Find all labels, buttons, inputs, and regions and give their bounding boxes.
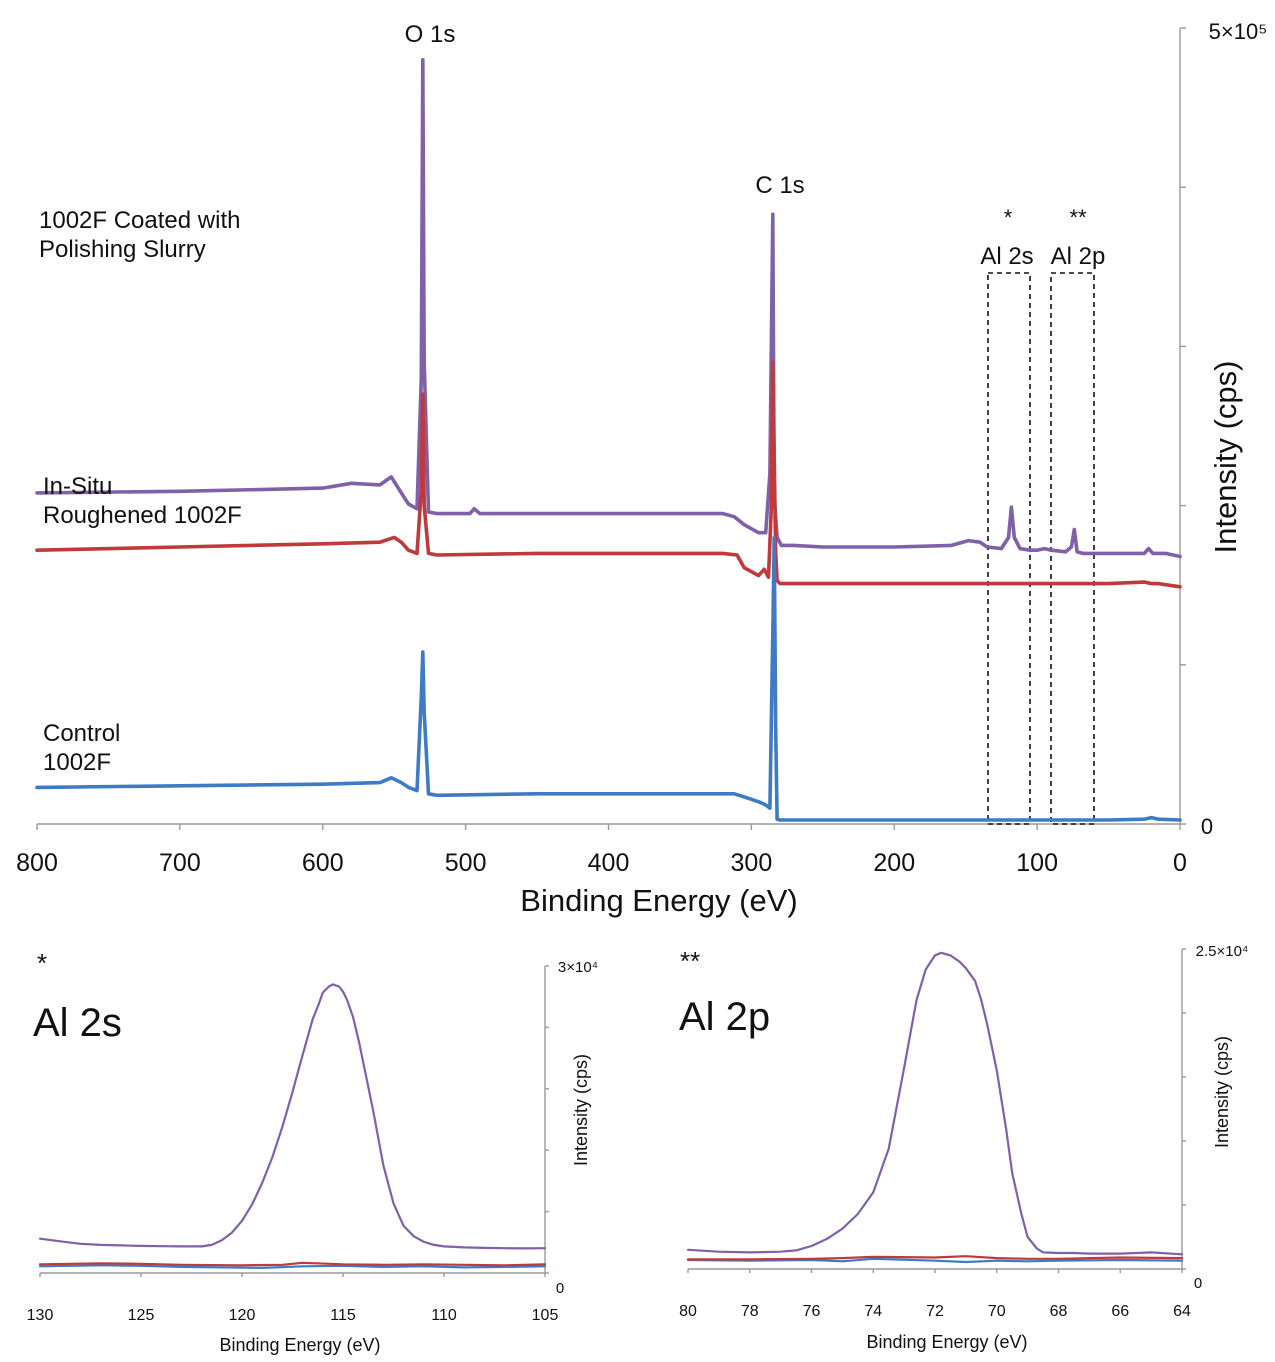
p2s-x-tick-label: 105 [532,1307,559,1324]
al-2s-y-axis-label: Intensity (cps) [571,1054,591,1166]
al-2p-control-line [686,1257,1184,1264]
al-2p-y-axis-label: Intensity (cps) [1212,1036,1232,1148]
peak-label-al2p-marker: ** [1069,205,1087,230]
al-2s-marker: * [37,948,47,978]
survey-x-ticks: 800 700 600 500 400 300 200 100 0 [16,824,1187,877]
al-2p-region-box [1050,272,1095,825]
p2s-x-tick-label: 110 [431,1307,457,1324]
survey-x-tick-label: 500 [445,849,487,877]
peak-label-al2p: Al 2p [1051,243,1106,270]
series-label-roughened-line2: Roughened 1002F [43,502,242,529]
al-2p-detail-panel: 80 78 76 74 72 70 68 66 64 ** Al 2p 2.5×10⁴ 0 Bi… [679,943,1248,1352]
series-label-control-line1: Control [43,720,120,747]
p2p-x-tick-label: 80 [679,1303,697,1320]
al-2s-y-tick-bottom: 0 [556,1280,564,1297]
al-2s-x-axis-label: Binding Energy (eV) [219,1335,380,1355]
al-2p-marker: ** [680,946,700,976]
al-2s-detail-panel: 130 125 120 115 110 105 * Al 2s 3×10⁴ 0 Bindi… [27,948,598,1355]
series-label-roughened-line1: In-Situ [43,473,112,500]
al-2s-ticks: 130 125 120 115 110 105 [27,965,559,1324]
survey-x-axis-label: Binding Energy (eV) [520,883,797,918]
survey-series-control-line [35,535,1182,822]
p2p-x-tick-label: 64 [1173,1303,1191,1320]
survey-x-tick-label: 200 [873,849,915,877]
peak-label-al2s-marker: * [1004,205,1013,230]
survey-y-axis-label: Intensity (cps) [1208,361,1243,554]
survey-y-ticks [1180,27,1186,825]
p2p-x-tick-label: 66 [1111,1303,1129,1320]
series-label-coated-line2: Polishing Slurry [39,236,206,263]
al-2s-roughened-line [38,1261,547,1267]
al-2p-roughened-line [686,1255,1184,1261]
al-2p-ticks: 80 78 76 74 72 70 68 66 64 [679,948,1191,1320]
survey-spectrum-panel: 800 700 600 500 400 300 200 100 0 5×10⁵ 0 Bindin… [16,19,1267,918]
series-label-control-line2: 1002F [43,749,111,776]
p2s-x-tick-label: 120 [229,1307,256,1324]
al-2s-control-line [38,1264,547,1270]
al-2s-coated-line [38,983,547,1250]
series-label-coated-line1: 1002F Coated with [39,207,240,234]
p2p-x-tick-label: 74 [864,1303,882,1320]
survey-y-tick-bottom: 0 [1201,814,1213,839]
p2p-x-tick-label: 72 [926,1303,944,1320]
al-2p-x-axis-label: Binding Energy (eV) [866,1332,1027,1352]
p2s-x-tick-label: 130 [27,1307,54,1324]
al-2s-y-tick-top: 3×10⁴ [558,959,598,976]
p2p-x-tick-label: 70 [988,1303,1006,1320]
al-2p-coated-line [686,951,1184,1256]
al-2p-title: Al 2p [679,995,770,1039]
survey-x-tick-label: 600 [302,849,344,877]
p2p-x-tick-label: 76 [803,1303,821,1320]
al-2p-y-tick-top: 2.5×10⁴ [1196,943,1249,960]
survey-x-tick-label: 100 [1016,849,1058,877]
peak-label-c1s: C 1s [755,172,804,199]
survey-x-tick-label: 300 [731,849,773,877]
p2s-x-tick-label: 125 [128,1307,155,1324]
p2s-x-tick-label: 115 [330,1307,356,1324]
survey-x-tick-label: 400 [588,849,630,877]
survey-series-roughened-line [35,360,1182,589]
al-2s-title: Al 2s [33,1001,122,1045]
p2p-x-tick-label: 68 [1050,1303,1068,1320]
peak-label-o1s: O 1s [405,21,456,48]
p2p-x-tick-label: 78 [741,1303,759,1320]
survey-x-tick-label: 700 [159,849,201,877]
survey-y-tick-top: 5×10⁵ [1209,19,1268,44]
al-2p-y-tick-bottom: 0 [1194,1275,1202,1292]
survey-x-tick-label: 0 [1173,849,1187,877]
survey-x-tick-label: 800 [16,849,58,877]
survey-series-coated-line [35,57,1182,559]
peak-label-al2s: Al 2s [980,243,1033,270]
